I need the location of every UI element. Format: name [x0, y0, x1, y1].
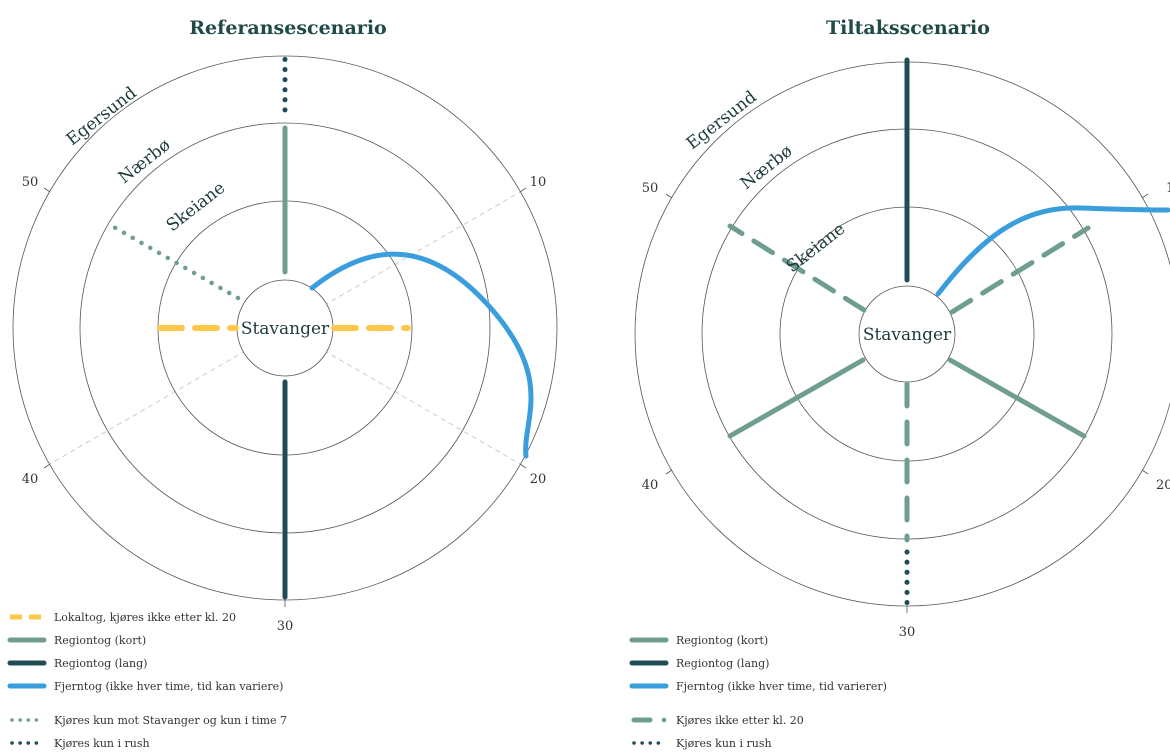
left-legend-3: Fjerntog (ikke hver time, tid kan varier…: [54, 680, 283, 693]
right-tick-50: 50: [642, 181, 659, 196]
right-dash-northwest: [727, 223, 867, 313]
left-legend-2: Regiontog (lang): [54, 657, 147, 670]
right-legend-0: Regiontog (kort): [676, 634, 768, 647]
right-dash-northeast: [949, 225, 1091, 315]
right-legend-3: Kjøres ikke etter kl. 20: [676, 714, 804, 727]
reference-scenario-panel: Referansescenario 10 20 30 40 50: [7, 17, 558, 750]
right-legend: Regiontog (kort) Regiontog (lang) Fjernt…: [629, 634, 887, 750]
right-title: Tiltaksscenario: [826, 17, 990, 39]
left-tick-20: 20: [530, 472, 547, 487]
right-legend-2: Fjerntog (ikke hver time, tid varierer): [676, 680, 887, 693]
right-tick-30: 30: [899, 625, 916, 640]
left-title: Referansescenario: [189, 17, 386, 39]
right-tick-marks: [665, 193, 1149, 613]
left-label-skeiane: Skeiane: [163, 178, 229, 236]
right-label-skeiane: Skeiane: [783, 219, 849, 277]
left-tick-30: 30: [277, 619, 294, 634]
right-regiontog-kort-southwest: [727, 357, 866, 439]
left-legend: Lokaltog, kjøres ikke etter kl. 20 Regio…: [7, 611, 287, 750]
right-tick-40: 40: [642, 478, 659, 493]
left-label-egersund: Egersund: [63, 83, 141, 150]
right-tick-20: 20: [1156, 478, 1170, 493]
left-tick-50: 50: [22, 175, 39, 190]
left-legend-5: Kjøres kun i rush: [54, 737, 150, 750]
right-fjerntog-curve: [935, 205, 1170, 297]
right-center-label: Stavanger: [863, 325, 952, 345]
left-legend-0: Lokaltog, kjøres ikke etter kl. 20: [54, 611, 236, 624]
left-time7-dots-northwest: [109, 223, 241, 301]
right-regiontog-kort-southeast: [947, 357, 1087, 439]
right-legend-1: Regiontog (lang): [676, 657, 769, 670]
left-tick-marks: [43, 187, 527, 607]
left-legend-1: Regiontog (kort): [54, 634, 146, 647]
right-tick-10: 10: [1166, 181, 1170, 196]
left-legend-4: Kjøres kun mot Stavanger og kun i time 7: [54, 714, 287, 727]
left-tick-10: 10: [530, 175, 547, 190]
right-label-egersund: Egersund: [683, 87, 761, 154]
right-legend-4: Kjøres kun i rush: [676, 737, 772, 750]
measure-scenario-panel: Tiltaksscenario 10 20 30 40 50 Stavanger…: [629, 17, 1170, 750]
left-fjerntog-curve: [309, 251, 534, 459]
left-center-label: Stavanger: [241, 319, 330, 339]
left-tick-40: 40: [22, 472, 39, 487]
